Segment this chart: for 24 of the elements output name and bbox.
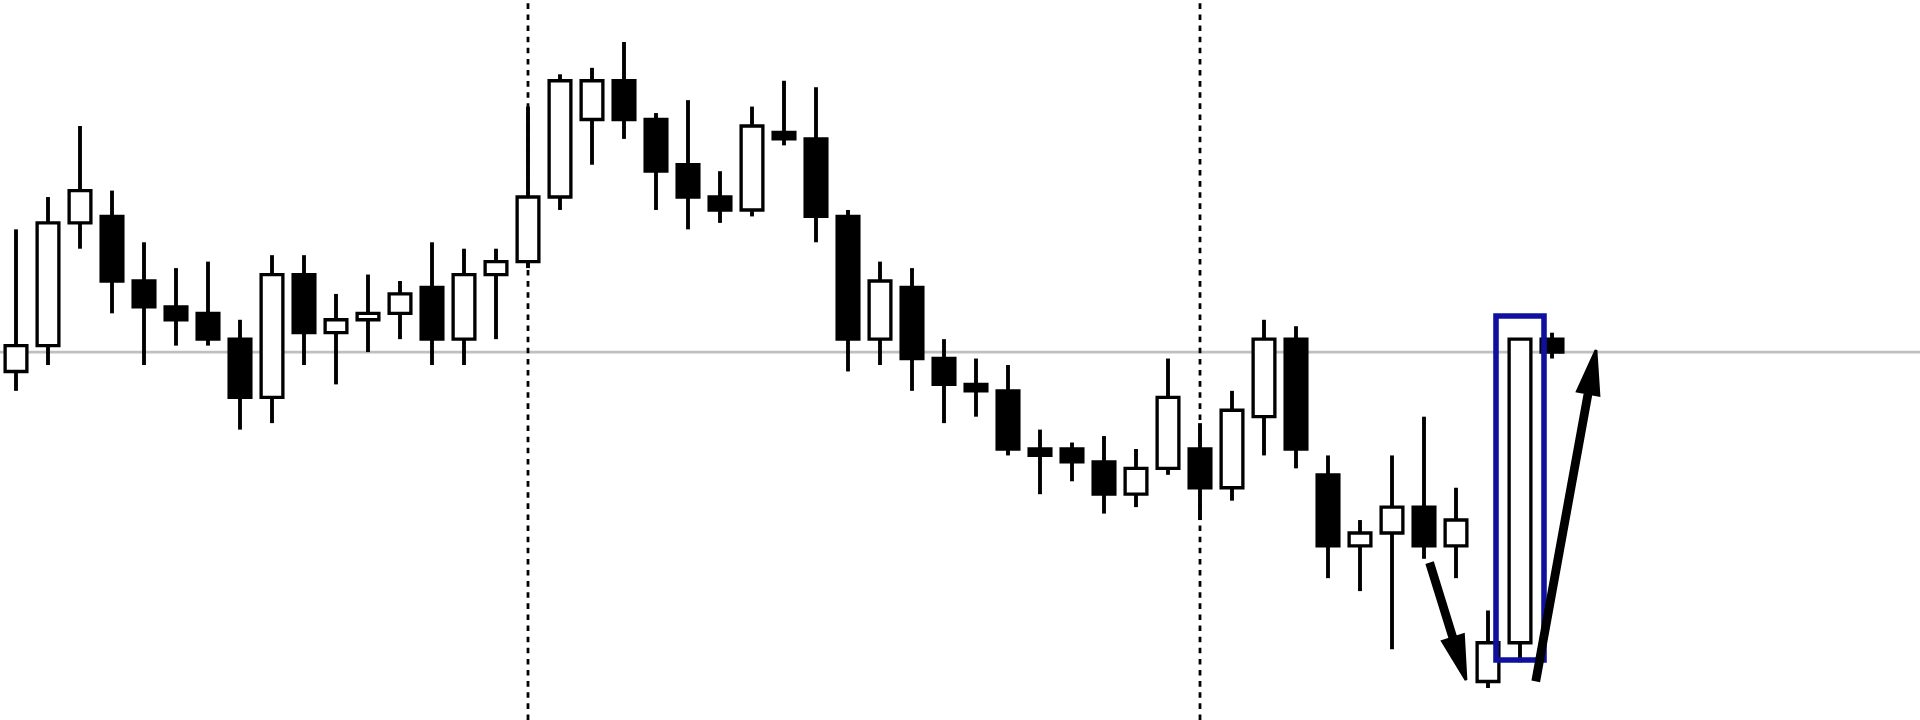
candlestick — [771, 78, 797, 148]
candlestick — [67, 124, 93, 251]
candlestick — [1123, 447, 1149, 510]
candlestick — [387, 279, 413, 342]
candlestick — [1411, 414, 1437, 561]
candlestick — [1379, 453, 1405, 652]
candlestick — [1059, 440, 1085, 484]
candlestick — [3, 227, 29, 393]
candlestick — [707, 169, 733, 225]
candlestick — [195, 259, 221, 348]
candlestick — [1347, 518, 1373, 594]
candlestick — [931, 337, 957, 426]
candlestick — [131, 240, 157, 367]
candlestick — [323, 291, 349, 387]
candlestick — [355, 272, 381, 355]
candlestick — [1091, 434, 1117, 516]
candlestick — [579, 65, 605, 167]
candlestick — [1027, 427, 1053, 497]
candlestick — [163, 266, 189, 348]
candlestick — [483, 246, 509, 342]
candlestick — [675, 98, 701, 232]
candlestick — [1443, 485, 1469, 581]
candlestick — [963, 356, 989, 419]
candlestick — [611, 40, 637, 141]
